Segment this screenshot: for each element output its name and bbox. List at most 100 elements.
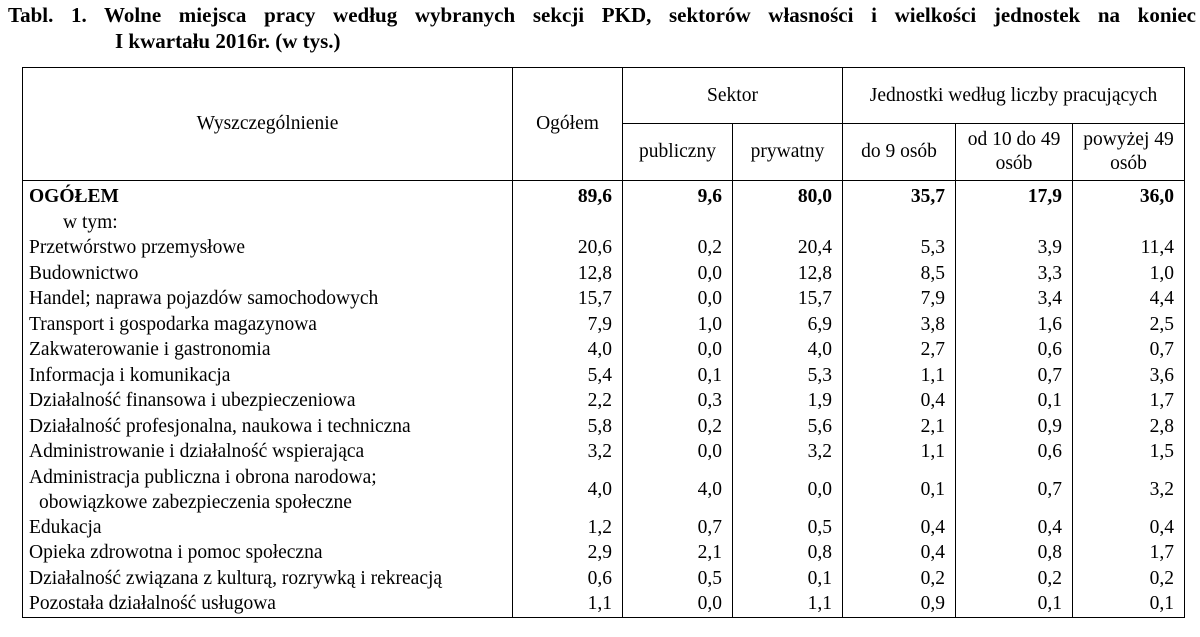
row-label: Transport i gospodarka magazynowa xyxy=(22,311,513,337)
cell-public: 0,2 xyxy=(622,413,733,439)
row-label: Działalność związana z kulturą, rozrywką… xyxy=(22,565,513,591)
cell-size-small: 1,1 xyxy=(842,362,957,388)
cell-size-medium: 0,9 xyxy=(955,413,1074,439)
row-label: Administrowanie i działalność wspierając… xyxy=(22,439,513,465)
row-label-text: Pozostała działalność usługowa xyxy=(29,593,276,615)
row-label: Budownictwo xyxy=(22,260,513,286)
cell-size-large: 0,7 xyxy=(1072,337,1186,363)
cell-public: 1,0 xyxy=(622,311,733,337)
row-label: Handel; naprawa pojazdów samochodowych xyxy=(22,286,513,312)
total-value-size-small: 35,7 xyxy=(842,180,957,210)
header-sector-private: prywatny xyxy=(731,123,844,181)
cell-size-medium: 0,4 xyxy=(955,514,1074,540)
cell-public: 0,5 xyxy=(622,565,733,591)
table-row: Opieka zdrowotna i pomoc społeczna 2,9 2,1… xyxy=(22,540,1186,566)
cell-size-large: 1,0 xyxy=(1072,260,1186,286)
cell-size-small: 0,2 xyxy=(842,565,957,591)
cell-private: 15,7 xyxy=(731,286,844,312)
cell-size-medium: 0,1 xyxy=(955,591,1074,618)
cell-private: 4,0 xyxy=(731,337,844,363)
cell-overall: 12,8 xyxy=(512,260,623,286)
header-total: Ogółem xyxy=(512,67,623,181)
subheading-row: w tym: xyxy=(22,209,1186,235)
cell-private: 6,9 xyxy=(731,311,844,337)
table-row: Działalność związana z kulturą, rozrywką… xyxy=(22,565,1186,591)
table-row: Administrowanie i działalność wspierając… xyxy=(22,439,1186,465)
cell-private: 0,0 xyxy=(731,464,844,515)
cell-size-medium: 3,9 xyxy=(955,235,1074,261)
row-label-text: Działalność profesjonalna, naukowa i tec… xyxy=(29,415,411,437)
cell-size-medium: 3,4 xyxy=(955,286,1074,312)
table-header: Wyszczególnienie Ogółem Sektor Jednostki… xyxy=(22,67,1186,181)
cell-size-large: 1,7 xyxy=(1072,540,1186,566)
cell-size-small: 0,4 xyxy=(842,388,957,414)
table-caption-line-1: Tabl. 1. Wolne miejsca pracy według wybr… xyxy=(8,3,1196,27)
total-row: OGÓŁEM 89,6 9,6 80,0 35,7 17,9 36,0 xyxy=(22,180,1186,210)
cell-size-medium: 0,6 xyxy=(955,439,1074,465)
row-label: Działalność finansowa i ubezpieczeniowa xyxy=(22,388,513,414)
table-row: Przetwórstwo przemysłowe 20,6 0,2 20,4 5,3 3,… xyxy=(22,235,1186,261)
cell-overall: 1,2 xyxy=(512,514,623,540)
table-row: Handel; naprawa pojazdów samochodowych 15… xyxy=(22,286,1186,312)
cell-public: 0,1 xyxy=(622,362,733,388)
cell-overall: 1,1 xyxy=(512,591,623,618)
cell-private: 3,2 xyxy=(731,439,844,465)
cell-public: 0,0 xyxy=(622,591,733,618)
header-size-medium: od 10 do 49 osób xyxy=(955,123,1074,181)
header-size-group: Jednostki według liczby pracujących xyxy=(842,67,1186,124)
table-row: Informacja i komunikacja 5,4 0,1 5,3 1,1 0,7 3… xyxy=(22,362,1186,388)
cell-size-small: 2,7 xyxy=(842,337,957,363)
cell-public: 0,3 xyxy=(622,388,733,414)
row-label-text: Zakwaterowanie i gastronomia xyxy=(29,339,271,361)
row-label-text: Opieka zdrowotna i pomoc społeczna xyxy=(29,542,323,564)
row-label-text: Transport i gospodarka magazynowa xyxy=(29,313,317,335)
cell-private: 5,6 xyxy=(731,413,844,439)
row-label-text: Przetwórstwo przemysłowe xyxy=(29,237,246,259)
table-row: Transport i gospodarka magazynowa 7,9 1,0 6… xyxy=(22,311,1186,337)
table-caption: Tabl. 1. Wolne miejsca pracy według wybr… xyxy=(8,2,1196,54)
table-caption-line-2: I kwartału 2016r. (w tys.) xyxy=(115,29,341,53)
cell-overall: 20,6 xyxy=(512,235,623,261)
row-label-text: Handel; naprawa pojazdów samochodowych xyxy=(29,288,379,310)
cell-public: 2,1 xyxy=(622,540,733,566)
row-label: Zakwaterowanie i gastronomia xyxy=(22,337,513,363)
cell-size-large: 3,6 xyxy=(1072,362,1186,388)
row-label: Opieka zdrowotna i pomoc społeczna xyxy=(22,540,513,566)
row-label-text: Administrowanie i działalność wspierając… xyxy=(29,441,365,463)
cell-size-small: 5,3 xyxy=(842,235,957,261)
cell-size-medium: 0,6 xyxy=(955,337,1074,363)
cell-size-small: 8,5 xyxy=(842,260,957,286)
cell-size-large: 0,2 xyxy=(1072,565,1186,591)
cell-size-small: 7,9 xyxy=(842,286,957,312)
total-value-public: 9,6 xyxy=(622,180,733,210)
row-label-text: Administracja publiczna i obrona narodow… xyxy=(29,466,377,488)
row-label: Administracja publiczna i obrona narodow… xyxy=(22,464,513,515)
cell-size-large: 4,4 xyxy=(1072,286,1186,312)
cell-size-small: 0,1 xyxy=(842,464,957,515)
cell-size-medium: 0,8 xyxy=(955,540,1074,566)
cell-size-small: 3,8 xyxy=(842,311,957,337)
header-size-large: powyżej 49 osób xyxy=(1072,123,1186,181)
header-description: Wyszczególnienie xyxy=(22,67,513,181)
cell-private: 1,1 xyxy=(731,591,844,618)
table-row: Działalność finansowa i ubezpieczeniowa 2… xyxy=(22,388,1186,414)
subheading-label: w tym: xyxy=(22,209,513,235)
cell-overall: 7,9 xyxy=(512,311,623,337)
cell-overall: 15,7 xyxy=(512,286,623,312)
cell-overall: 2,9 xyxy=(512,540,623,566)
cell-size-large: 0,1 xyxy=(1072,591,1186,618)
header-sector-group: Sektor xyxy=(621,67,844,124)
total-value-size-large: 36,0 xyxy=(1072,180,1186,210)
row-label-text: Działalność związana z kulturą, rozrywką… xyxy=(29,567,443,589)
header-sector-public: publiczny xyxy=(622,123,733,181)
cell-size-large: 3,2 xyxy=(1072,464,1186,515)
row-label-text: Edukacja xyxy=(29,516,102,538)
cell-size-medium: 0,2 xyxy=(955,565,1074,591)
table-row: Zakwaterowanie i gastronomia 4,0 0,0 4,0 2,7… xyxy=(22,337,1186,363)
table-row: Edukacja 1,2 0,7 0,5 0,4 0,4 0,4 xyxy=(22,514,1186,540)
row-label-continuation: obowiązkowe zabezpieczenia społeczne xyxy=(39,491,352,513)
cell-size-small: 2,1 xyxy=(842,413,957,439)
cell-size-small: 1,1 xyxy=(842,439,957,465)
cell-public: 0,0 xyxy=(622,260,733,286)
cell-private: 12,8 xyxy=(731,260,844,286)
